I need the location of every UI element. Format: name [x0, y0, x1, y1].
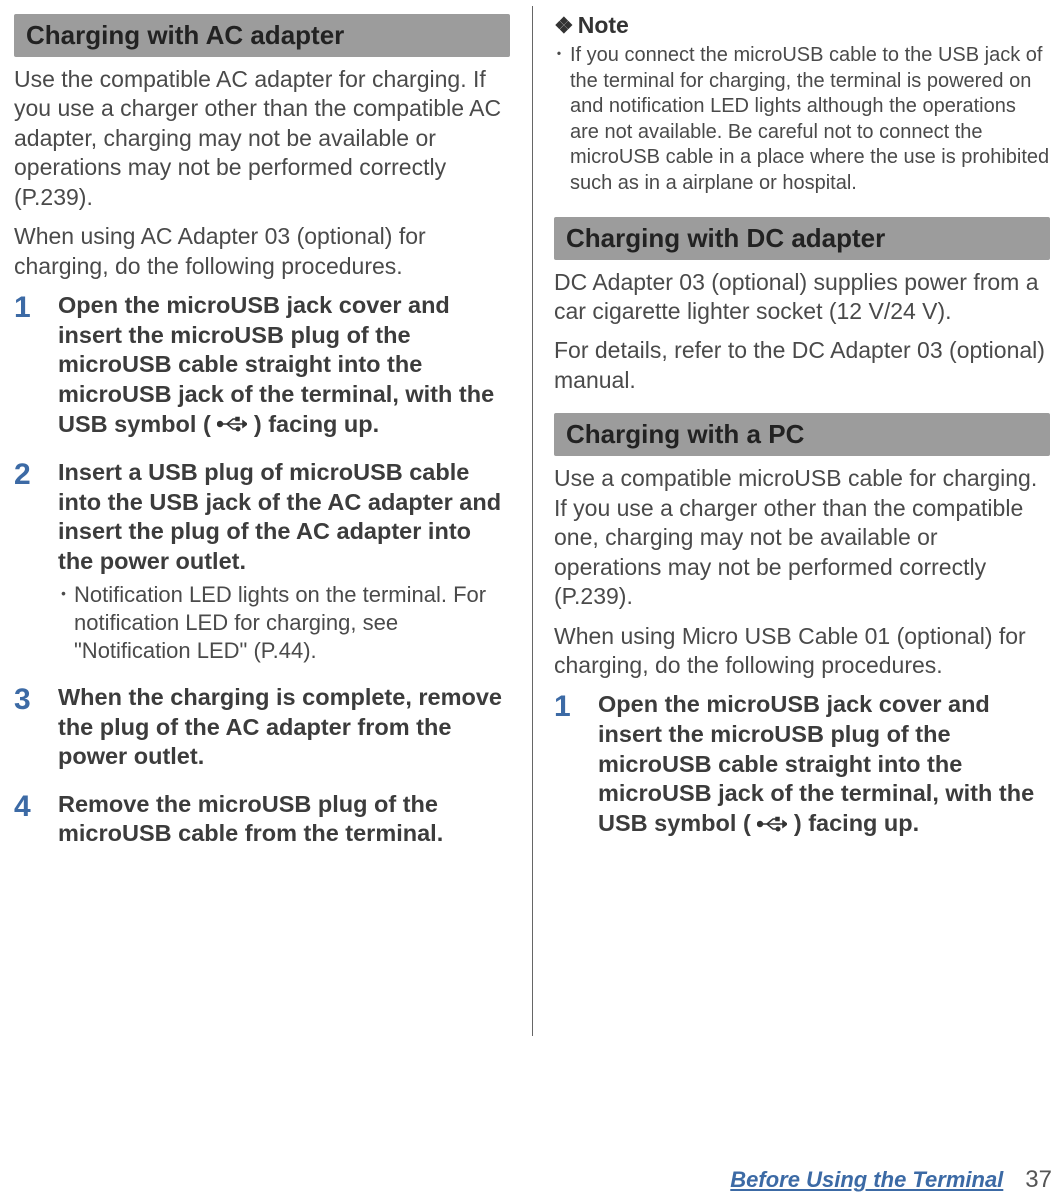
step-sub-bullet: ･ Notification LED lights on the termina…	[58, 581, 510, 665]
step-number: 2	[14, 458, 58, 665]
usb-icon	[217, 410, 247, 440]
step-item: 3 When the charging is complete, remove …	[14, 683, 510, 772]
dc-body-1: DC Adapter 03 (optional) supplies power …	[554, 268, 1050, 327]
left-column: Charging with AC adapter Use the compati…	[0, 0, 532, 875]
step-item: 4 Remove the microUSB plug of the microU…	[14, 790, 510, 849]
step-title: Remove the microUSB plug of the microUSB…	[58, 790, 510, 849]
step-number: 3	[14, 683, 58, 772]
step-body: Open the microUSB jack cover and insert …	[598, 690, 1050, 839]
page-footer: Before Using the Terminal 37	[730, 1166, 1052, 1194]
note-heading: Note	[554, 12, 1050, 39]
note-text: If you connect the microUSB cable to the…	[570, 43, 1050, 197]
step-number: 4	[14, 790, 58, 849]
step-body: Insert a USB plug of microUSB cable into…	[58, 458, 510, 665]
footer-page-number: 37	[1025, 1166, 1052, 1194]
pc-steps-list: 1 Open the microUSB jack cover and inser…	[554, 690, 1050, 839]
step-title: Open the microUSB jack cover and insert …	[58, 292, 494, 436]
section-heading-dc: Charging with DC adapter	[554, 217, 1050, 260]
section-heading-ac: Charging with AC adapter	[14, 14, 510, 57]
step-body: Open the microUSB jack cover and insert …	[58, 291, 510, 440]
bullet-dot-icon: ･	[58, 581, 74, 665]
pc-body-1: Use a compatible microUSB cable for char…	[554, 464, 1050, 611]
step-sub-text: Notification LED lights on the terminal.…	[74, 581, 510, 665]
step-number: 1	[554, 690, 598, 839]
step-item: 1 Open the microUSB jack cover and inser…	[554, 690, 1050, 839]
step-body: Remove the microUSB plug of the microUSB…	[58, 790, 510, 849]
step-number: 1	[14, 291, 58, 440]
page-columns: Charging with AC adapter Use the compati…	[0, 0, 1064, 875]
bullet-dot-icon: ･	[554, 43, 570, 197]
pc-body-2: When using Micro USB Cable 01 (optional)…	[554, 622, 1050, 681]
dc-body-2: For details, refer to the DC Adapter 03 …	[554, 336, 1050, 395]
step-title-part-b: ) facing up.	[787, 810, 919, 836]
step-body: When the charging is complete, remove th…	[58, 683, 510, 772]
step-item: 2 Insert a USB plug of microUSB cable in…	[14, 458, 510, 665]
footer-section-label: Before Using the Terminal	[730, 1167, 1003, 1193]
step-title-part-b: ) facing up.	[247, 411, 379, 437]
column-divider	[532, 6, 533, 1036]
step-item: 1 Open the microUSB jack cover and inser…	[14, 291, 510, 440]
ac-intro-2: When using AC Adapter 03 (optional) for …	[14, 222, 510, 281]
step-title: Insert a USB plug of microUSB cable into…	[58, 458, 510, 576]
step-title: When the charging is complete, remove th…	[58, 683, 510, 772]
section-heading-pc: Charging with a PC	[554, 413, 1050, 456]
right-column: Note ･ If you connect the microUSB cable…	[532, 0, 1064, 875]
usb-icon	[757, 810, 787, 840]
step-title: Open the microUSB jack cover and insert …	[598, 691, 1034, 835]
note-bullet: ･ If you connect the microUSB cable to t…	[554, 43, 1050, 197]
ac-steps-list: 1 Open the microUSB jack cover and inser…	[14, 291, 510, 849]
ac-intro-1: Use the compatible AC adapter for chargi…	[14, 65, 510, 212]
